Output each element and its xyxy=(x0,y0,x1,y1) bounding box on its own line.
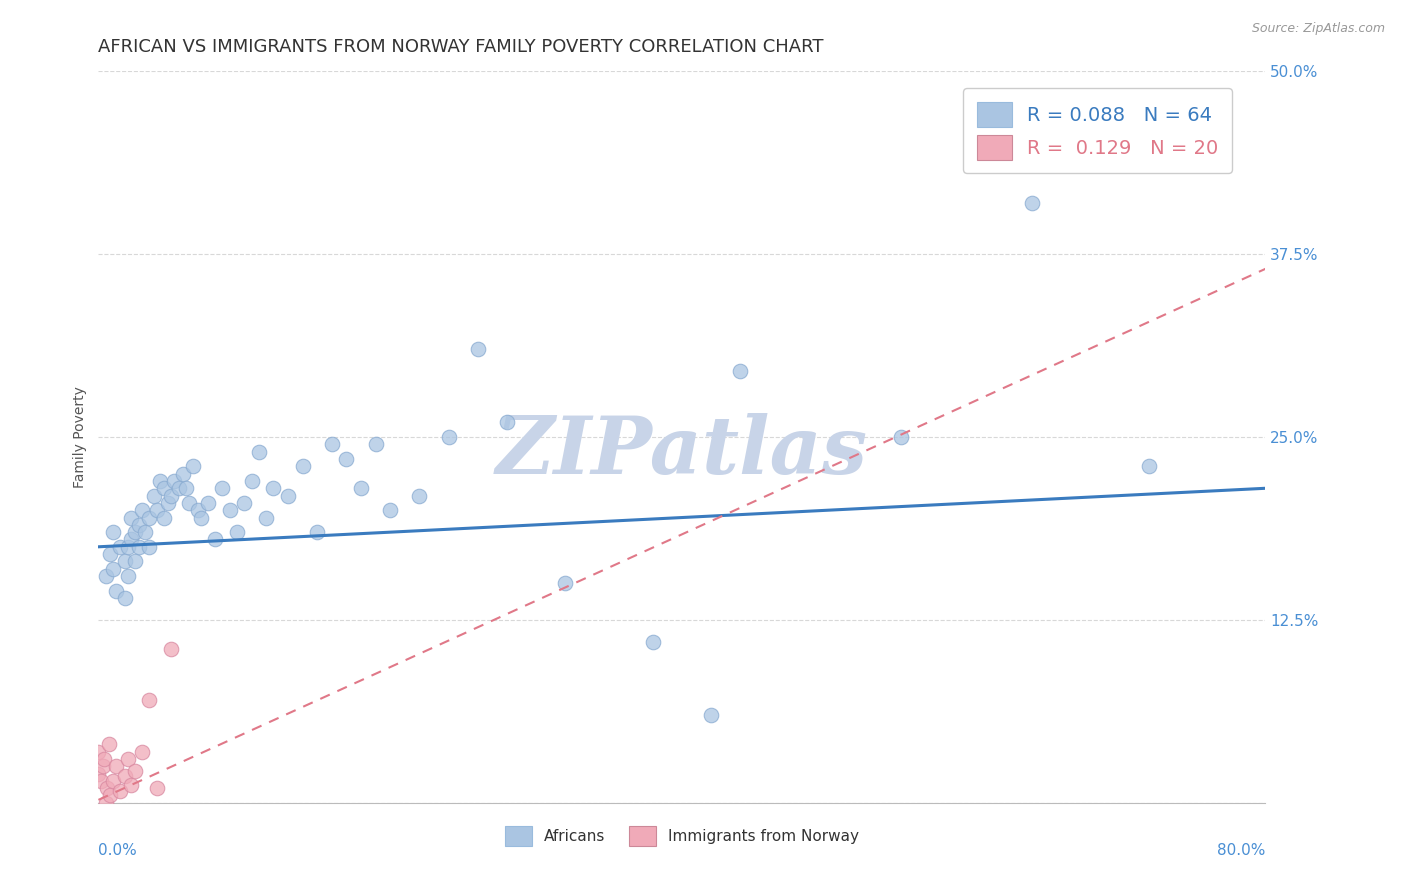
Point xyxy=(240,474,263,488)
Point xyxy=(307,525,329,540)
Point xyxy=(114,769,136,783)
Point xyxy=(181,459,204,474)
Point xyxy=(110,540,132,554)
Point xyxy=(101,562,124,576)
Point xyxy=(321,437,343,451)
Point xyxy=(101,525,124,540)
Point xyxy=(554,576,576,591)
Point xyxy=(187,503,209,517)
Point xyxy=(437,430,460,444)
Point xyxy=(117,752,139,766)
Point xyxy=(157,496,180,510)
Point xyxy=(211,481,233,495)
Point xyxy=(890,430,912,444)
Point xyxy=(233,496,256,510)
Point xyxy=(204,533,226,547)
Point xyxy=(128,517,150,532)
Legend: Africans, Immigrants from Norway: Africans, Immigrants from Norway xyxy=(496,819,868,854)
Point xyxy=(467,343,489,357)
Point xyxy=(153,481,176,495)
Point xyxy=(98,547,121,561)
Point xyxy=(91,759,114,773)
Point xyxy=(700,708,723,723)
Text: AFRICAN VS IMMIGRANTS FROM NORWAY FAMILY POVERTY CORRELATION CHART: AFRICAN VS IMMIGRANTS FROM NORWAY FAMILY… xyxy=(98,38,824,56)
Point xyxy=(190,510,212,524)
Point xyxy=(350,481,373,495)
Point xyxy=(177,496,200,510)
Point xyxy=(146,503,169,517)
Point xyxy=(1137,459,1160,474)
Point xyxy=(101,773,124,788)
Point xyxy=(138,540,160,554)
Point xyxy=(277,489,299,503)
Point xyxy=(167,481,190,495)
Point xyxy=(496,416,519,430)
Point xyxy=(226,525,249,540)
Point xyxy=(218,503,240,517)
Point xyxy=(97,737,120,751)
Point xyxy=(197,496,219,510)
Point xyxy=(104,759,127,773)
Point xyxy=(408,489,430,503)
Text: 80.0%: 80.0% xyxy=(1218,843,1265,858)
Point xyxy=(335,452,357,467)
Point xyxy=(380,503,402,517)
Point xyxy=(128,540,150,554)
Point xyxy=(262,481,284,495)
Point xyxy=(120,778,142,792)
Point xyxy=(98,789,121,803)
Point xyxy=(142,489,165,503)
Point xyxy=(94,796,117,810)
Point xyxy=(160,489,183,503)
Text: ZIPatlas: ZIPatlas xyxy=(496,413,868,491)
Point xyxy=(114,591,136,605)
Point xyxy=(641,635,664,649)
Point xyxy=(174,481,197,495)
Point xyxy=(90,773,112,788)
Text: Source: ZipAtlas.com: Source: ZipAtlas.com xyxy=(1251,22,1385,36)
Point xyxy=(149,474,172,488)
Point xyxy=(134,525,156,540)
Point xyxy=(94,569,117,583)
Point xyxy=(87,745,110,759)
Point xyxy=(96,781,118,796)
Point xyxy=(131,503,153,517)
Point xyxy=(160,642,183,657)
Point xyxy=(120,533,142,547)
Point xyxy=(104,583,127,598)
Point xyxy=(124,554,146,568)
Point xyxy=(146,781,169,796)
Point xyxy=(87,766,110,780)
Point xyxy=(138,510,160,524)
Text: 0.0%: 0.0% xyxy=(98,843,138,858)
Point xyxy=(153,510,176,524)
Point xyxy=(124,764,146,778)
Point xyxy=(364,437,387,451)
Point xyxy=(117,540,139,554)
Point xyxy=(131,745,153,759)
Point xyxy=(114,554,136,568)
Point xyxy=(172,467,194,481)
Point xyxy=(291,459,314,474)
Point xyxy=(117,569,139,583)
Point xyxy=(138,693,160,707)
Point xyxy=(247,444,270,458)
Point xyxy=(1021,196,1043,211)
Y-axis label: Family Poverty: Family Poverty xyxy=(73,386,87,488)
Point xyxy=(93,752,115,766)
Point xyxy=(163,474,186,488)
Point xyxy=(124,525,146,540)
Point xyxy=(120,510,142,524)
Point xyxy=(254,510,277,524)
Point xyxy=(730,364,752,378)
Point xyxy=(110,784,132,798)
